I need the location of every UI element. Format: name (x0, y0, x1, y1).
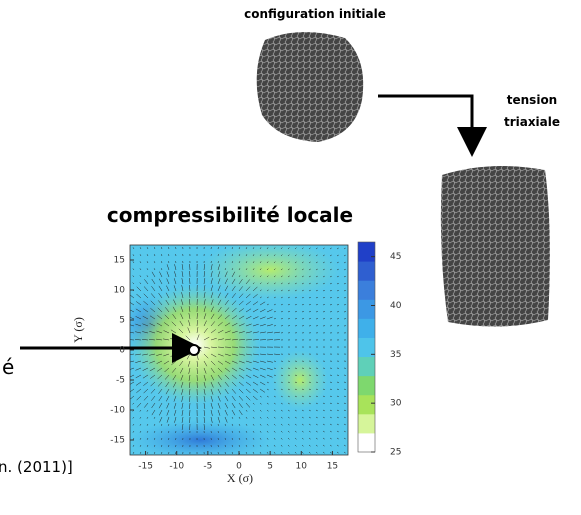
x-tick-label: 0 (236, 462, 242, 472)
y-tick-label: -10 (110, 406, 125, 416)
colorbar-band (358, 414, 375, 434)
colorbar-band (358, 376, 375, 396)
citation-fragment: n. (2011)] (0, 458, 73, 476)
colorbar-tick-label: 45 (390, 252, 401, 262)
x-axis-label: X (σ) (227, 471, 253, 485)
polymer-stretched (441, 166, 550, 327)
y-tick-label: 15 (114, 256, 125, 266)
colorbar-band (358, 261, 375, 281)
polymer-initial (257, 32, 364, 142)
colorbar-band (358, 433, 375, 453)
y-axis-label: Y (σ) (71, 317, 85, 343)
x-tick-label: 5 (267, 462, 273, 472)
colorbar-tick-label: 35 (390, 350, 401, 360)
colorbar-band (358, 318, 375, 338)
x-tick-label: -15 (138, 462, 153, 472)
colorbar-tick-label: 30 (390, 399, 402, 409)
y-tick-label: 10 (114, 286, 126, 296)
label-tension: tension (507, 93, 557, 107)
colorbar-band (358, 395, 375, 415)
y-tick-label: 5 (119, 316, 125, 326)
plot-title: compressibilité locale (107, 203, 353, 227)
x-tick-label: 10 (296, 462, 308, 472)
colorbar-tick-label: 25 (390, 448, 401, 458)
colorbar-band (358, 299, 375, 319)
label-tension: triaxiale (504, 115, 560, 129)
colorbar-band (358, 280, 375, 300)
arrow-tension (378, 96, 472, 145)
colorbar: 25 30 35 40 45 (358, 242, 402, 458)
label-initial: configuration initiale (244, 7, 386, 21)
x-tick-label: -5 (203, 462, 212, 472)
x-tick-label: -10 (169, 462, 184, 472)
figure: configuration initiale tension triaxiale… (0, 0, 581, 515)
y-tick-label: 0 (119, 346, 125, 356)
colorbar-band (358, 242, 375, 262)
colorbar-tick-label: 40 (390, 301, 402, 311)
y-tick-label: -15 (110, 436, 125, 446)
text-fragment: é (2, 355, 14, 379)
x-tick-label: 15 (327, 462, 338, 472)
colorbar-band (358, 357, 375, 377)
y-tick-label: -5 (116, 376, 125, 386)
marker-circle (189, 345, 199, 355)
